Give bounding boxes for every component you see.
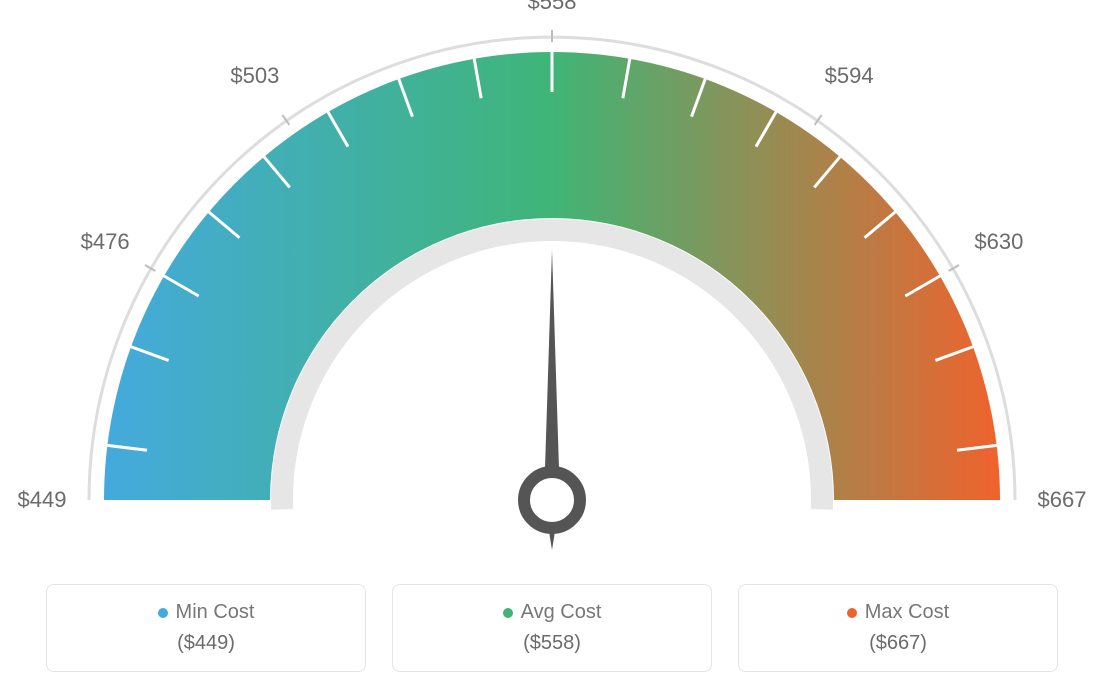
legend-card: Max Cost ($667) [738,584,1058,672]
cost-gauge-chart: $449 $476 $503 $558 $594 $630 $667 [0,0,1104,560]
legend-card-header: Avg Cost [503,601,602,624]
gauge-needle-hub [524,472,580,528]
legend-card-header: Max Cost [847,601,949,624]
legend-label: Avg Cost [521,601,602,624]
gauge-tick-label: $667 [1038,487,1087,513]
legend-card: Min Cost ($449) [46,584,366,672]
legend-dot-icon [158,608,168,618]
gauge-tick-label: $503 [230,63,279,89]
legend-label: Min Cost [176,601,255,624]
legend-card-header: Min Cost [158,601,255,624]
gauge-tick-label: $558 [528,0,577,15]
legend-value: ($449) [177,632,235,655]
gauge-tick-label: $449 [18,487,67,513]
legend-dot-icon [847,608,857,618]
legend-label: Max Cost [865,601,949,624]
gauge-tick-label: $594 [825,63,874,89]
gauge-tick-label: $476 [81,229,130,255]
legend-card: Avg Cost ($558) [392,584,712,672]
gauge-tick-label: $630 [974,229,1023,255]
legend-value: ($558) [523,632,581,655]
legend-value: ($667) [869,632,927,655]
legend-dot-icon [503,608,513,618]
legend-row: Min Cost ($449) Avg Cost ($558) Max Cost ($66… [0,584,1104,672]
gauge-svg [0,0,1104,560]
